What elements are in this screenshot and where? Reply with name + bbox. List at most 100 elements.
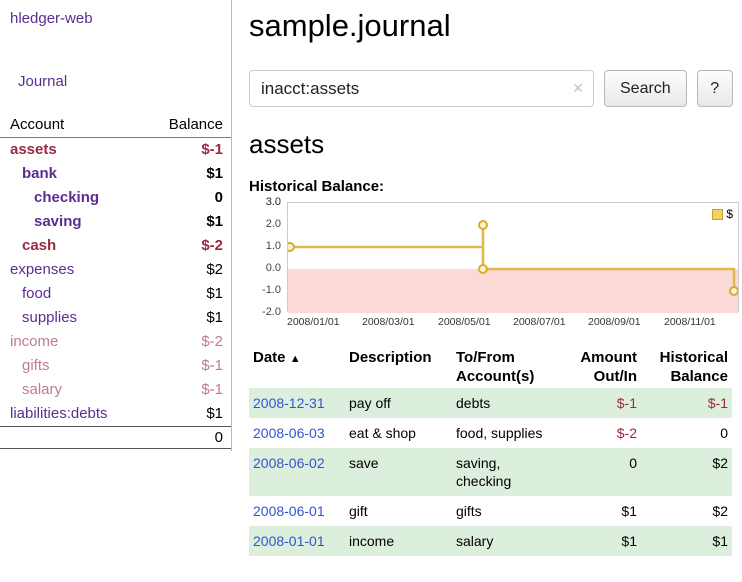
account-balance: $1 <box>206 405 223 422</box>
account-row: assets $-1 <box>0 138 231 162</box>
account-balance: $1 <box>206 285 223 302</box>
account-link-food[interactable]: food <box>22 285 52 302</box>
data-point-marker <box>729 286 738 296</box>
x-tick-label: 2008/11/01 <box>664 316 716 328</box>
account-link-checking[interactable]: checking <box>34 189 100 206</box>
transaction-date-link[interactable]: 2008-06-02 <box>253 455 325 471</box>
balance-series <box>288 220 738 296</box>
transaction-accounts: salary <box>452 526 557 556</box>
sort-ascending-icon: ▲ <box>289 353 301 365</box>
chart-plot-area: $ <box>287 202 739 313</box>
legend-label: $ <box>726 207 733 221</box>
data-point-marker <box>478 220 488 230</box>
account-balance-table: Account Balance assets $-1 bank $1 check… <box>0 116 231 449</box>
register-table: Date ▲ Description To/From Account(s) Am… <box>249 346 732 556</box>
help-button[interactable]: ? <box>696 70 733 107</box>
accounts-total: 0 <box>0 426 231 449</box>
register-row[interactable]: 2008-06-03 eat & shop food, supplies $-2… <box>249 418 732 448</box>
transaction-description: gift <box>349 503 368 519</box>
app-title[interactable]: hledger-web <box>10 10 93 27</box>
page-title: sample.journal <box>249 8 451 43</box>
account-balance: $1 <box>206 309 223 326</box>
account-link-supplies[interactable]: supplies <box>22 309 78 326</box>
transaction-date-link[interactable]: 2008-06-03 <box>253 425 325 441</box>
account-column-header: Account <box>10 116 65 133</box>
transaction-balance: $2 <box>641 448 732 496</box>
transaction-accounts: gifts <box>456 503 482 519</box>
transaction-description: income <box>345 526 452 556</box>
account-row: liabilities:debts $1 <box>0 402 231 426</box>
account-balance: $-1 <box>201 141 223 158</box>
negative-balance-region <box>288 269 738 313</box>
y-tick-label: 3.0 <box>265 196 281 208</box>
account-row: food $1 <box>0 282 231 306</box>
transaction-date-link[interactable]: 2008-06-01 <box>253 503 325 519</box>
account-link-gifts[interactable]: gifts <box>22 357 50 374</box>
account-row: cash $-2 <box>0 234 231 258</box>
account-balance: $2 <box>206 261 223 278</box>
account-row: gifts $-1 <box>0 354 231 378</box>
clear-search-icon[interactable]: ✕ <box>572 80 584 96</box>
y-tick-label: 3.0 <box>265 196 281 208</box>
account-link-liabilities-debts[interactable]: liabilities:debts <box>10 405 108 422</box>
transaction-date-link[interactable]: 2008-01-01 <box>253 533 325 549</box>
account-row: supplies $1 <box>0 306 231 330</box>
account-link-assets[interactable]: assets <box>10 141 57 158</box>
y-tick-label: 2.0 <box>265 218 281 230</box>
column-header-date[interactable]: Date ▲ <box>249 346 345 388</box>
search-button[interactable]: Search <box>604 70 687 107</box>
register-row[interactable]: 2008-06-01 gift gifts $1 $2 <box>249 496 732 526</box>
y-tick-label: -2.0 <box>262 306 281 318</box>
column-header-amount: Amount Out/In <box>580 349 637 385</box>
legend-swatch-icon <box>712 208 724 220</box>
column-header-balance: Historical Balance <box>659 349 728 385</box>
account-balance: $1 <box>206 213 223 230</box>
transaction-balance: $2 <box>712 503 728 519</box>
register-row[interactable]: 2008-12-31 pay off debts $-1 $-1 <box>249 388 732 418</box>
transaction-amount: $-1 <box>557 388 641 418</box>
main-content: sample.journal ✕ Search ? assets Histori… <box>249 0 742 556</box>
transaction-balance: $-1 <box>641 388 732 418</box>
account-link-bank[interactable]: bank <box>22 165 58 182</box>
search-box: ✕ <box>249 70 594 107</box>
nav-journal-link[interactable]: Journal <box>18 73 68 90</box>
sidebar: hledger-web Journal Account Balance asse… <box>0 0 232 451</box>
account-link-cash[interactable]: cash <box>22 237 57 254</box>
account-link-saving[interactable]: saving <box>34 213 82 230</box>
register-header-row: Date ▲ Description To/From Account(s) Am… <box>249 346 732 388</box>
account-balance: $-2 <box>201 237 223 254</box>
account-row: salary $-1 <box>0 378 231 402</box>
account-balance: $-2 <box>201 333 223 350</box>
x-tick-label: 2008/09/01 <box>588 316 641 328</box>
transaction-accounts: saving, checking <box>452 448 557 496</box>
account-link-income[interactable]: income <box>10 333 59 350</box>
register-row[interactable]: 2008-06-02 save saving, checking 0 $2 <box>249 448 732 496</box>
transaction-balance: 0 <box>720 425 728 441</box>
account-balance: $-1 <box>201 357 223 374</box>
historical-balance-chart: 3.0 2.0 1.0 0.0 -1.0 -2.0 3.0 $ 2008/01/… <box>249 196 742 334</box>
x-tick-label: 2008/03/01 <box>362 316 415 328</box>
account-row: bank $1 <box>0 162 231 186</box>
transaction-description: pay off <box>345 388 452 418</box>
y-tick-label: -1.0 <box>262 284 281 296</box>
search-input[interactable] <box>249 70 594 107</box>
data-point-marker <box>288 242 295 252</box>
column-header-accounts: To/From Account(s) <box>456 349 535 385</box>
transaction-accounts: food, supplies <box>456 425 543 441</box>
x-tick-label: 2008/05/01 <box>438 316 491 328</box>
account-heading: assets <box>249 129 325 159</box>
account-row: income $-2 <box>0 330 231 354</box>
register-row[interactable]: 2008-01-01 income salary $1 $1 <box>249 526 732 556</box>
column-header-description: Description <box>349 349 432 366</box>
account-row: expenses $2 <box>0 258 231 282</box>
transaction-description: eat & shop <box>349 425 416 441</box>
transaction-description: save <box>345 448 452 496</box>
account-link-salary[interactable]: salary <box>22 381 63 398</box>
transaction-date-link[interactable]: 2008-12-31 <box>253 395 325 411</box>
account-link-expenses[interactable]: expenses <box>10 261 75 278</box>
transaction-amount: $-2 <box>616 425 637 441</box>
y-tick-label: 0.0 <box>265 262 281 274</box>
account-balance: $1 <box>206 165 223 182</box>
transaction-amount: $1 <box>621 503 637 519</box>
balance-step-line <box>290 225 736 291</box>
